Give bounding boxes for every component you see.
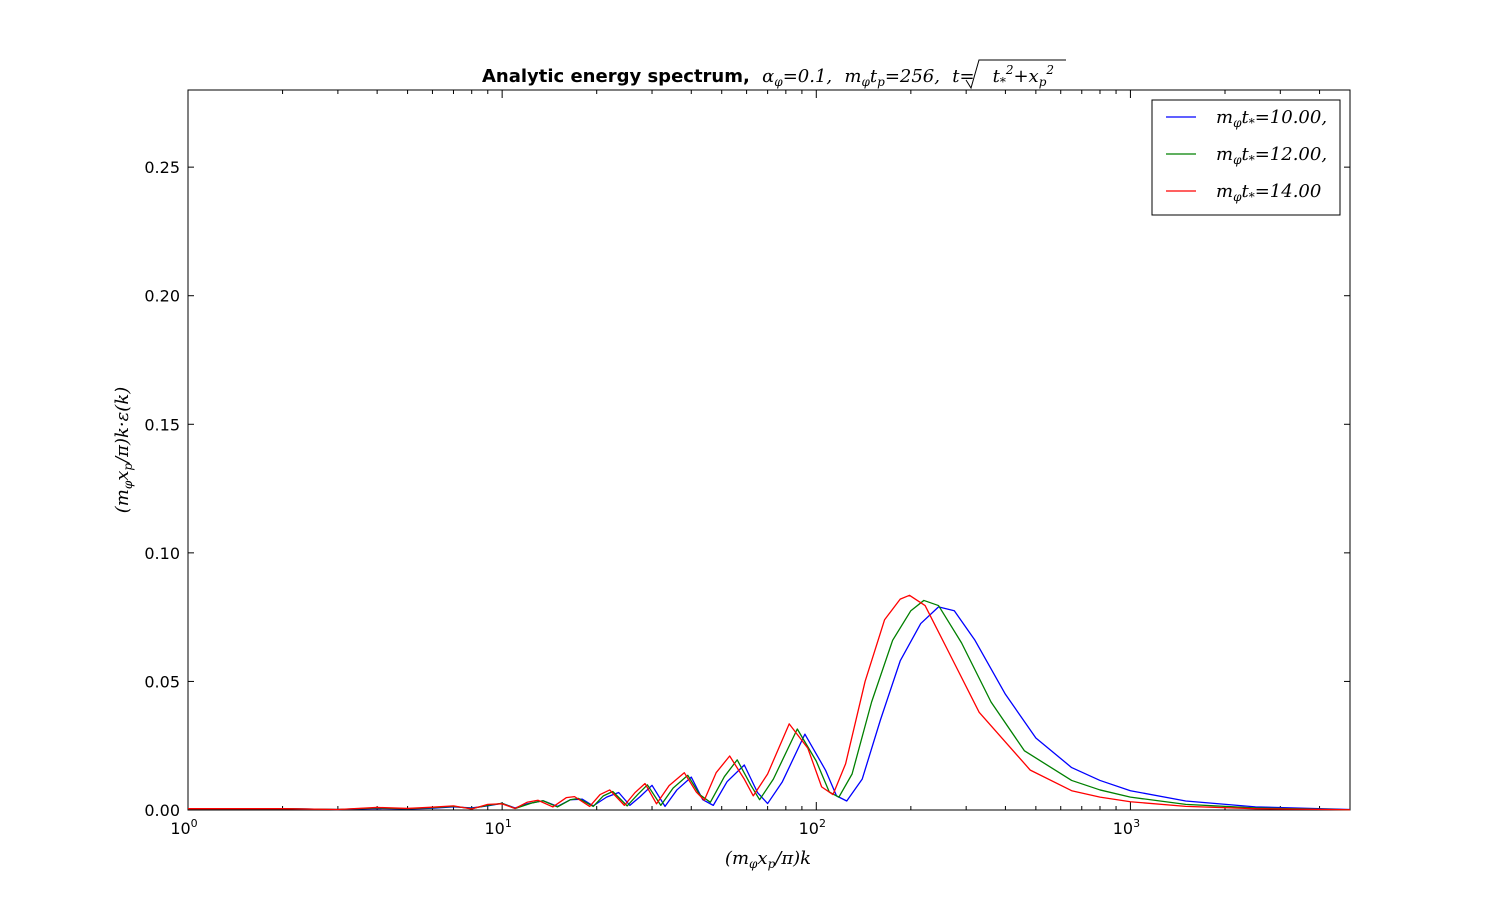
x-tick-label: 102	[799, 817, 826, 838]
legend-t-sub: *	[1249, 153, 1255, 167]
legend-m-sub: φ	[1233, 190, 1242, 204]
title-root: t	[993, 66, 1001, 87]
x-tick-label: 100	[170, 817, 197, 838]
x-tick-label: 103	[1113, 817, 1140, 838]
x-tick-exponent: 3	[1133, 817, 1140, 830]
title-root-plus: +x	[1013, 66, 1038, 87]
x-tick-base: 10	[799, 819, 819, 838]
legend-m: m	[1216, 144, 1233, 165]
x-tick-base: 10	[1113, 819, 1133, 838]
legend-label-1: mφt*=10.00,	[1216, 107, 1327, 130]
legend-t: t	[1241, 144, 1249, 165]
legend-value: =12.00,	[1255, 144, 1327, 165]
legend-t-sub: *	[1249, 190, 1255, 204]
title-root-sub: *	[1000, 75, 1006, 89]
title-m-sub: φ	[861, 75, 870, 89]
title-tp-val: =256,	[885, 66, 940, 87]
legend-entries: mφt*=10.00,mφt*=12.00,mφt*=14.00	[1166, 107, 1327, 204]
title-root-sup2: 2	[1045, 63, 1054, 77]
legend-t: t	[1241, 107, 1249, 128]
x-label-m-sub: φ	[749, 857, 758, 871]
y-tick-label: 0.10	[144, 544, 180, 563]
title-t-eq: t=	[952, 66, 974, 87]
y-label-open: (	[112, 505, 133, 513]
y-tick-label: 0.25	[144, 158, 180, 177]
x-label-m: m	[732, 848, 749, 869]
legend-m-sub: φ	[1233, 116, 1242, 130]
y-label-m-sub: φ	[121, 480, 135, 489]
legend-m: m	[1216, 181, 1233, 202]
x-tick-exponent: 1	[505, 817, 512, 830]
series-layer	[188, 594, 1351, 811]
y-label-rest: /π)k·ε(k)	[112, 387, 133, 465]
x-label-pi: /π)k	[773, 848, 811, 869]
series-line-3	[188, 594, 1351, 811]
title-t: t	[870, 66, 878, 87]
title-root-sub2: p	[1039, 75, 1047, 89]
title-m: m	[844, 66, 861, 87]
legend-m-sub: φ	[1233, 153, 1242, 167]
title-bold-text: Analytic energy spectrum,	[482, 66, 750, 87]
y-label-x-sub: p	[121, 463, 135, 471]
title-alpha: α	[762, 66, 774, 87]
legend-m: m	[1216, 107, 1233, 128]
x-axis-label: (mφxp/π)k	[725, 848, 811, 871]
title-radical-sign	[965, 59, 1066, 90]
legend-label-3: mφt*=14.00	[1216, 181, 1321, 204]
legend-t: t	[1241, 181, 1249, 202]
x-tick-base: 10	[170, 819, 190, 838]
x-tick-label: 101	[484, 817, 511, 838]
y-tick-label: 0.20	[144, 287, 180, 306]
x-label-x: x	[757, 848, 767, 869]
legend-label-2: mφt*=12.00,	[1216, 144, 1327, 167]
y-tick-label: 0.05	[144, 672, 180, 691]
chart-title: Analytic energy spectrum, αφ=0.1, mφtp=2…	[482, 63, 1054, 89]
x-label-x-sub: p	[768, 857, 776, 871]
title-t-sub: p	[877, 75, 885, 89]
title-root-sup: 2	[1005, 63, 1014, 77]
legend-value: =10.00,	[1255, 107, 1327, 128]
x-tick-base: 10	[484, 819, 504, 838]
x-tick-exponent: 0	[191, 817, 198, 830]
x-tick-exponent: 2	[819, 817, 826, 830]
legend-box	[1151, 99, 1341, 216]
legend: mφt*=10.00,mφt*=12.00,mφt*=14.00	[1151, 99, 1341, 216]
y-label-x: x	[112, 471, 133, 481]
y-tick-label: 0.00	[144, 801, 180, 820]
y-label-m: m	[112, 489, 133, 506]
axes-frame	[187, 89, 1351, 811]
y-tick-label: 0.15	[144, 415, 180, 434]
legend-value: =14.00	[1255, 181, 1322, 202]
title-alpha-sub: φ	[774, 75, 783, 89]
legend-t-sub: *	[1249, 116, 1255, 130]
x-label-open: (	[725, 848, 733, 869]
y-axis-label: (mφxp/π)k·ε(k)	[112, 387, 135, 514]
title-alpha-val: =0.1,	[783, 66, 832, 87]
